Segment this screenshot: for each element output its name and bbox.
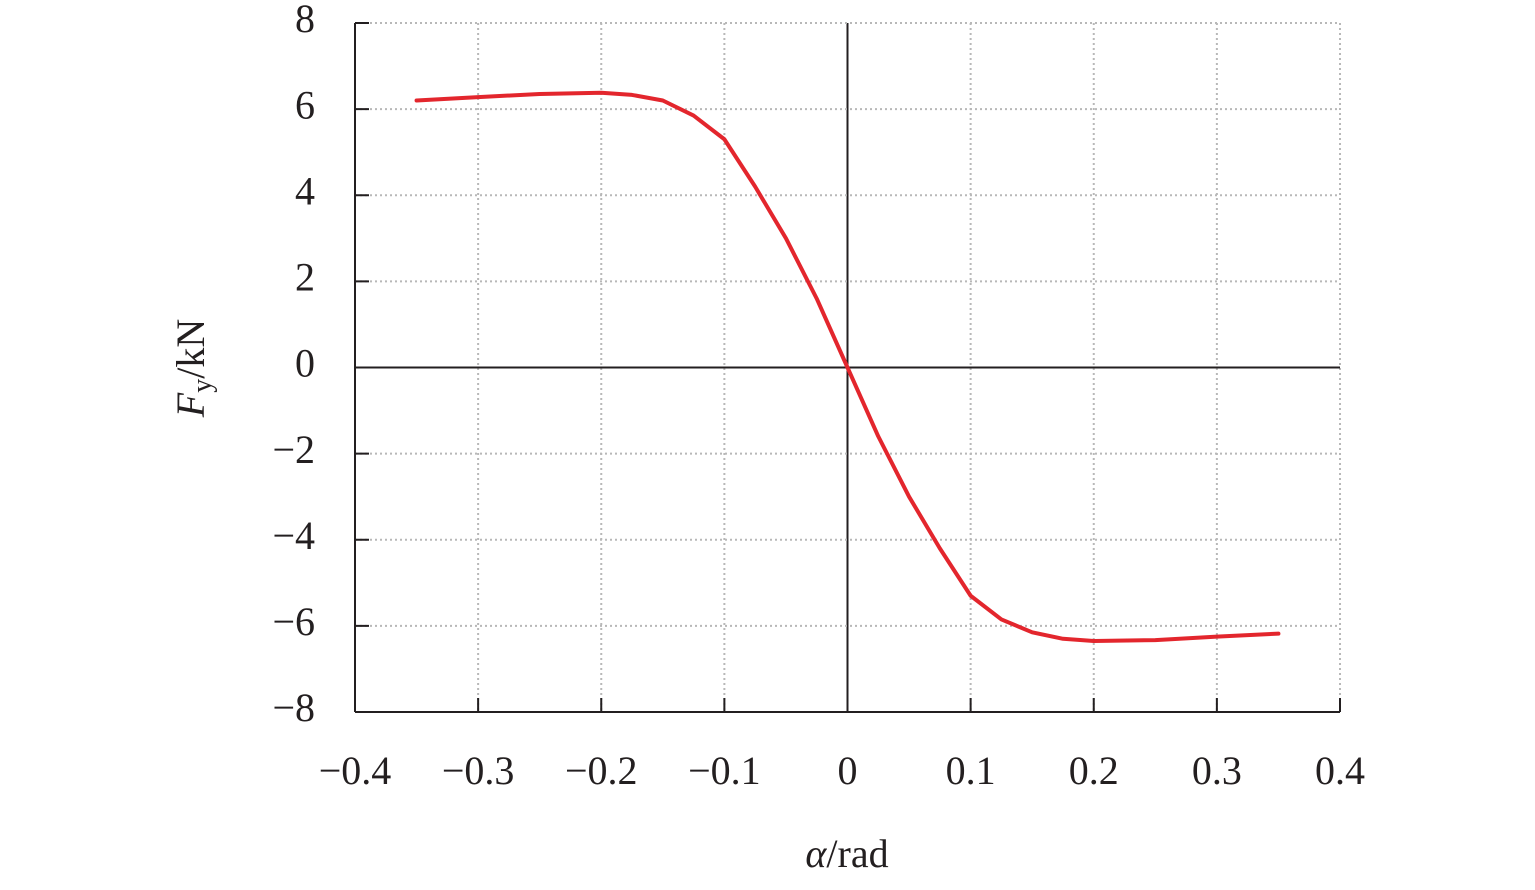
y-label-symbol: F xyxy=(168,392,213,418)
x-tick-label: 0 xyxy=(838,748,858,793)
x-tick-label: −0.3 xyxy=(442,748,515,793)
y-tick-label: −8 xyxy=(272,685,315,730)
x-tick-label: 0.1 xyxy=(946,748,996,793)
x-tick-label: 0.3 xyxy=(1192,748,1242,793)
y-label-subscript: y xyxy=(187,379,218,393)
y-tick-label: −6 xyxy=(272,599,315,644)
y-tick-label: 4 xyxy=(295,168,315,213)
x-tick-label: −0.4 xyxy=(319,748,392,793)
y-tick-label: 0 xyxy=(295,341,315,386)
y-tick-label: 2 xyxy=(295,255,315,300)
x-tick-label: 0.4 xyxy=(1315,748,1365,793)
x-tick-label: −0.2 xyxy=(565,748,638,793)
x-label-unit: /rad xyxy=(826,831,888,876)
x-tick-label: −0.1 xyxy=(688,748,761,793)
y-tick-label: 8 xyxy=(295,0,315,41)
x-axis-label: α/rad xyxy=(805,831,888,876)
x-tick-label: 0.2 xyxy=(1069,748,1119,793)
y-tick-label: −2 xyxy=(272,427,315,472)
x-label-symbol: α xyxy=(805,831,827,876)
y-label-unit: /kN xyxy=(168,319,213,379)
y-tick-label: −4 xyxy=(272,513,315,558)
data-line xyxy=(414,90,1281,643)
y-axis-label: Fy/kN xyxy=(168,319,218,418)
y-tick-label: 6 xyxy=(295,82,315,127)
